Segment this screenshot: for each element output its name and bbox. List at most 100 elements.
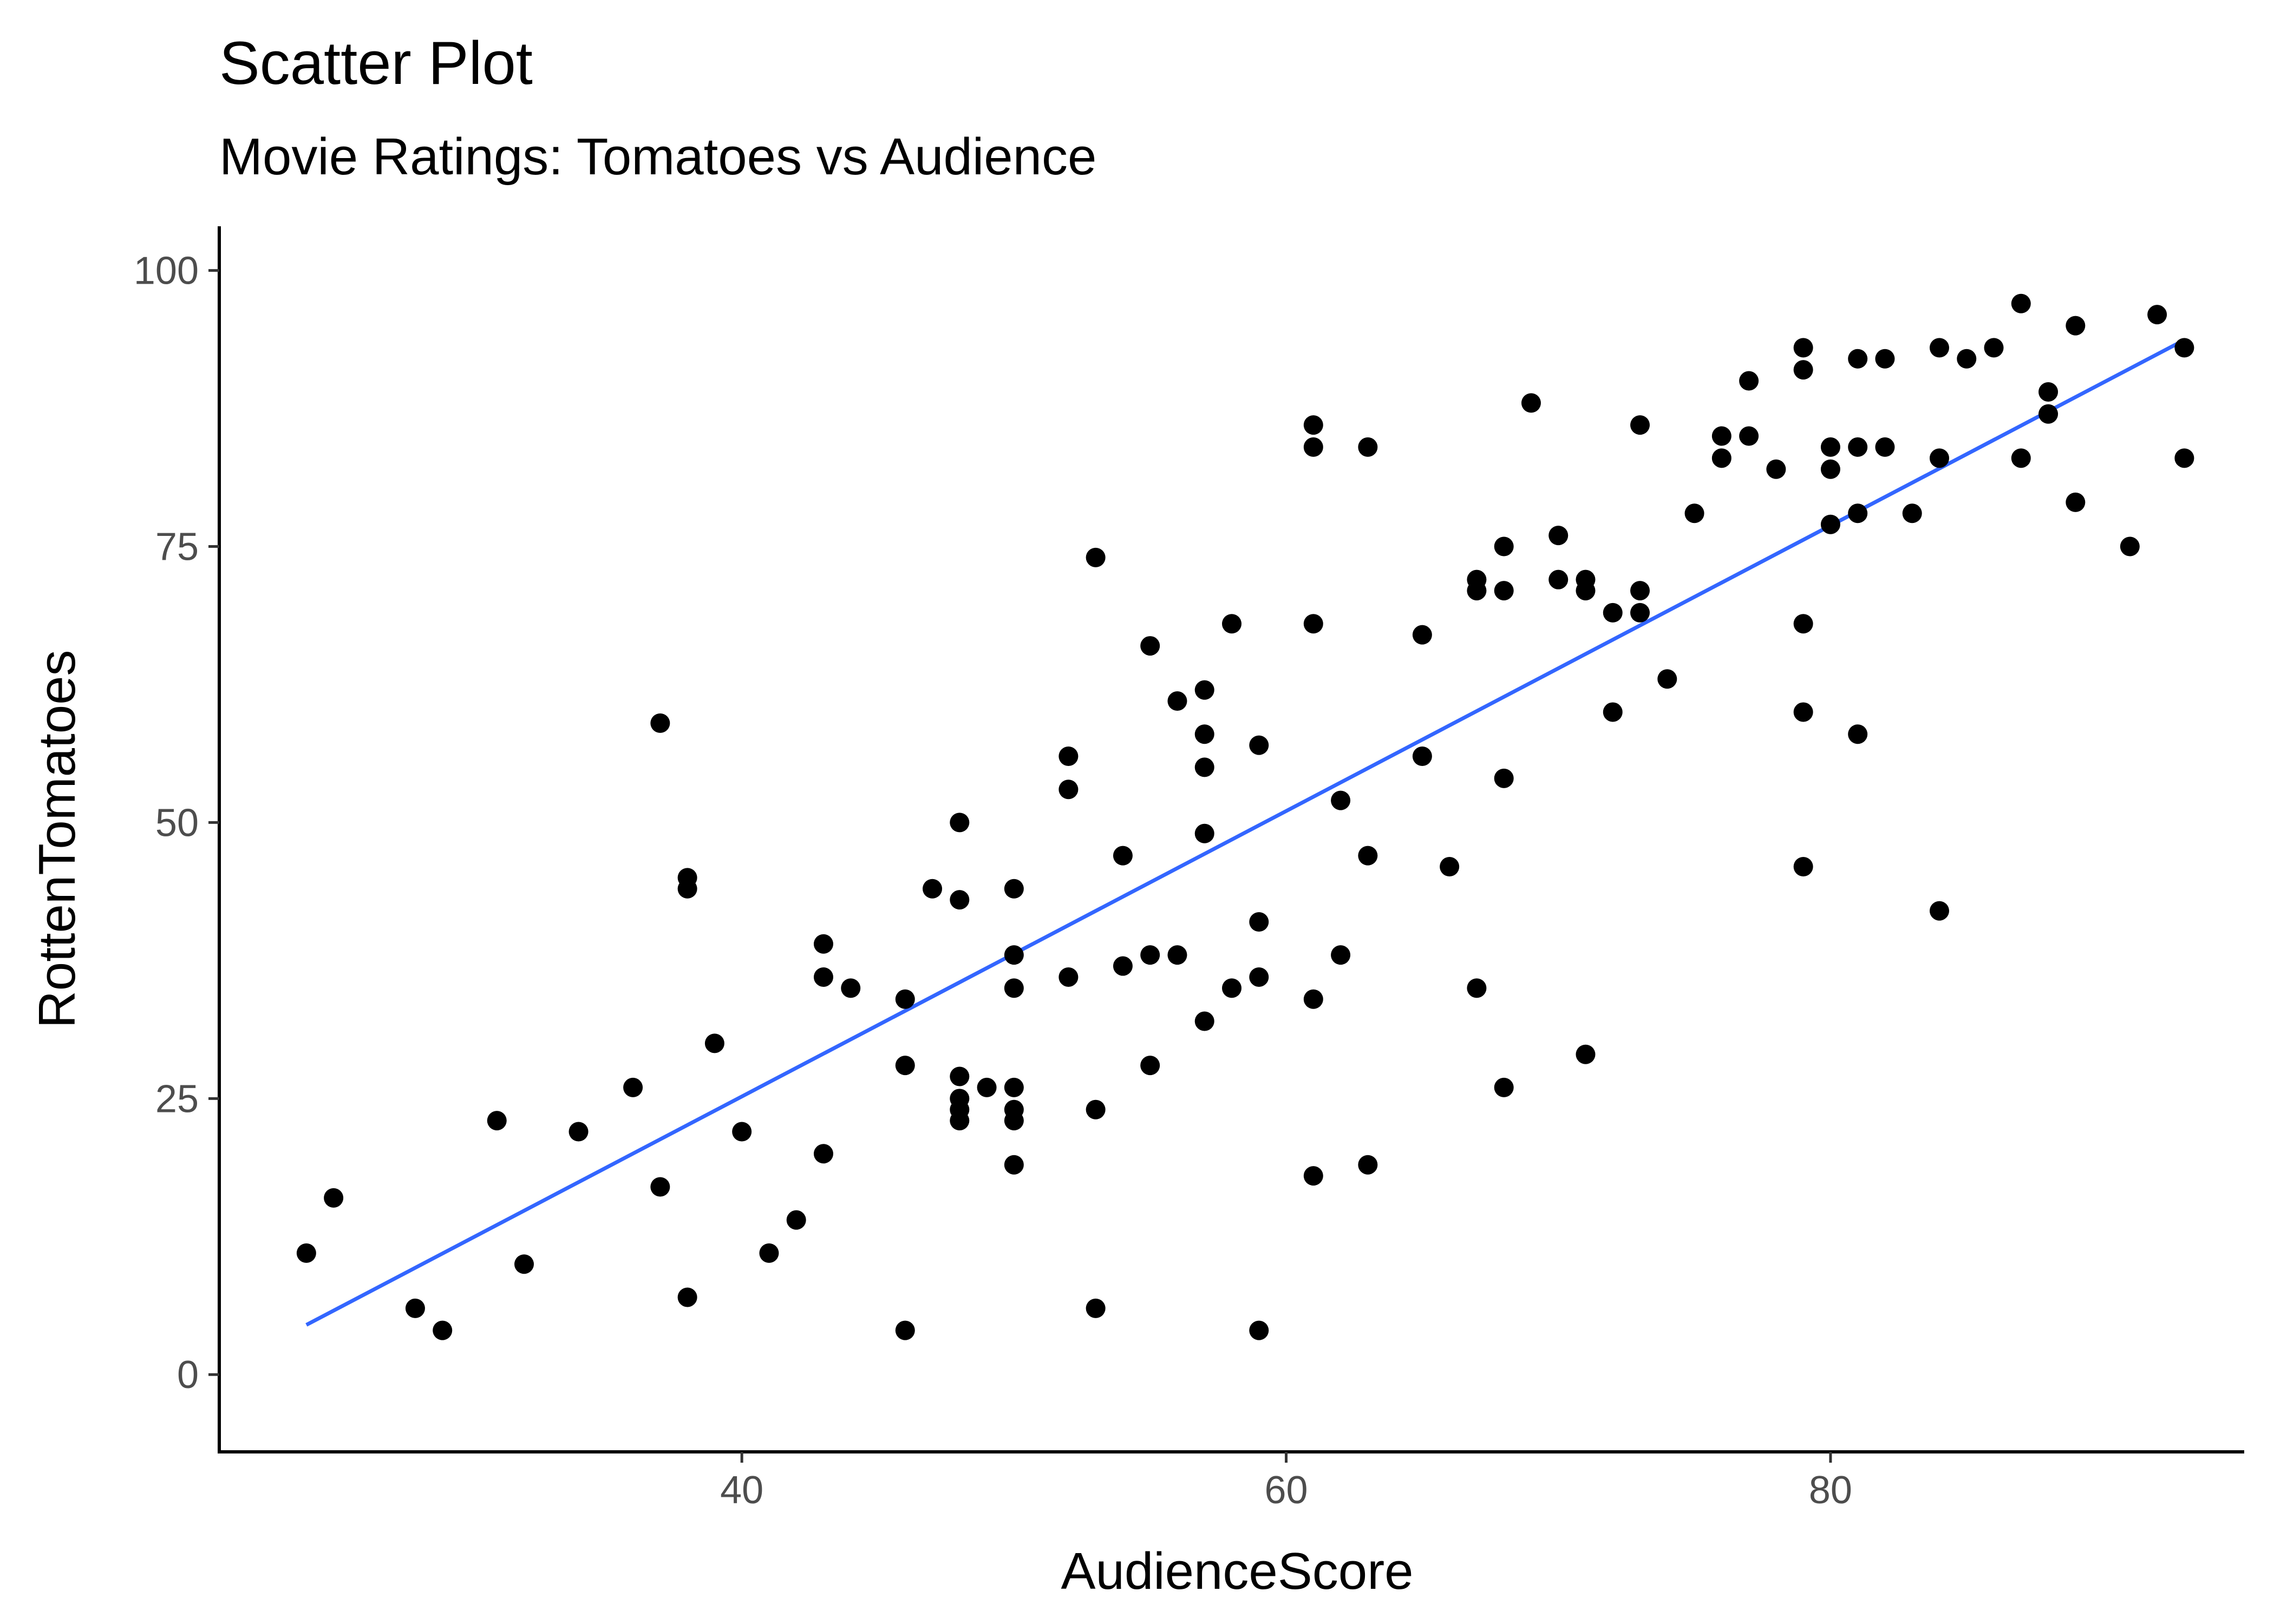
data-point [1848,437,1868,457]
data-point [1358,1155,1378,1175]
data-point [704,1033,724,1053]
data-point [1167,945,1187,965]
data-point [1630,415,1650,435]
data-point [1820,459,1840,479]
data-point [1194,724,1214,744]
data-point [950,813,970,833]
trend-line [305,338,2186,1327]
data-point [1086,1298,1106,1318]
data-point [1657,669,1677,689]
data-point [1412,746,1432,767]
data-point [1848,349,1868,369]
data-point [1303,989,1323,1009]
data-point [1086,1099,1106,1119]
data-point [1249,912,1269,932]
data-point [1630,581,1650,601]
data-point [1358,437,1378,457]
data-point [1249,735,1269,755]
data-point [2038,404,2059,424]
data-point [1249,967,1269,987]
data-point [1739,371,1759,391]
data-point [1494,768,1514,788]
data-point [1766,459,1786,479]
data-point [2066,316,2086,336]
data-point [1957,349,1977,369]
data-point [2038,382,2059,402]
x-tick-label: 40 [720,1469,763,1512]
data-point [1167,691,1187,711]
data-point [650,713,670,733]
chart-title: Scatter Plot [219,29,533,97]
data-point [1331,945,1351,965]
data-point [1603,702,1623,722]
data-point [1004,945,1024,965]
data-point [1194,823,1214,843]
data-point [1249,1320,1269,1340]
data-point [813,934,833,954]
data-point [923,879,943,899]
data-point [324,1188,344,1208]
data-point [1793,702,1813,722]
data-point [2066,492,2086,512]
data-point [950,1066,970,1086]
data-point [1929,338,1949,358]
data-point [296,1243,316,1263]
data-point [1548,526,1569,546]
data-point [1494,581,1514,601]
data-point [568,1122,589,1142]
data-point [1467,978,1487,998]
data-point [1194,757,1214,777]
data-point [1711,426,1731,446]
data-point [1004,978,1024,998]
data-point [1630,603,1650,623]
data-point [623,1077,643,1097]
data-point [2120,536,2140,556]
data-point [1793,360,1813,380]
data-point [1793,614,1813,634]
data-point [1140,636,1160,656]
data-point [1793,338,1813,358]
data-point [1331,790,1351,810]
data-point [1140,1056,1160,1076]
data-point [895,989,915,1009]
y-tick-label: 100 [134,250,199,293]
data-point [1739,426,1759,446]
data-point [1440,856,1460,876]
data-point [405,1298,425,1318]
data-point [1875,349,1895,369]
data-point [1576,1044,1596,1064]
trendline-layer [305,338,2186,1327]
data-point [2147,305,2167,325]
data-point [677,1287,697,1307]
data-point [1058,967,1079,987]
data-point [1194,1011,1214,1031]
x-tick-label: 80 [1809,1469,1852,1512]
data-point [1303,415,1323,435]
data-point [1548,569,1569,590]
data-point [1358,846,1378,866]
data-point [813,1144,833,1164]
data-point [786,1210,806,1230]
points-layer [296,293,2194,1340]
data-point [1929,448,1949,468]
x-axis-ticks: 40 60 80 [720,1452,1852,1512]
data-point [1875,437,1895,457]
data-point [1412,625,1432,645]
y-tick-label: 75 [155,525,199,568]
data-point [1086,547,1106,567]
data-point [1303,1166,1323,1186]
data-point [732,1122,752,1142]
data-point [2174,338,2194,358]
data-point [1222,614,1241,634]
data-point [1494,536,1514,556]
y-axis-ticks: 0 25 50 75 100 [134,250,219,1397]
x-axis-title: AudienceScore [1061,1542,1413,1600]
data-point [1058,780,1079,800]
data-point [2011,448,2031,468]
data-point [1902,503,1922,523]
data-point [433,1320,453,1340]
y-axis-title: RottenTomatoes [28,650,86,1028]
data-point [1711,448,1731,468]
data-point [1113,956,1133,976]
